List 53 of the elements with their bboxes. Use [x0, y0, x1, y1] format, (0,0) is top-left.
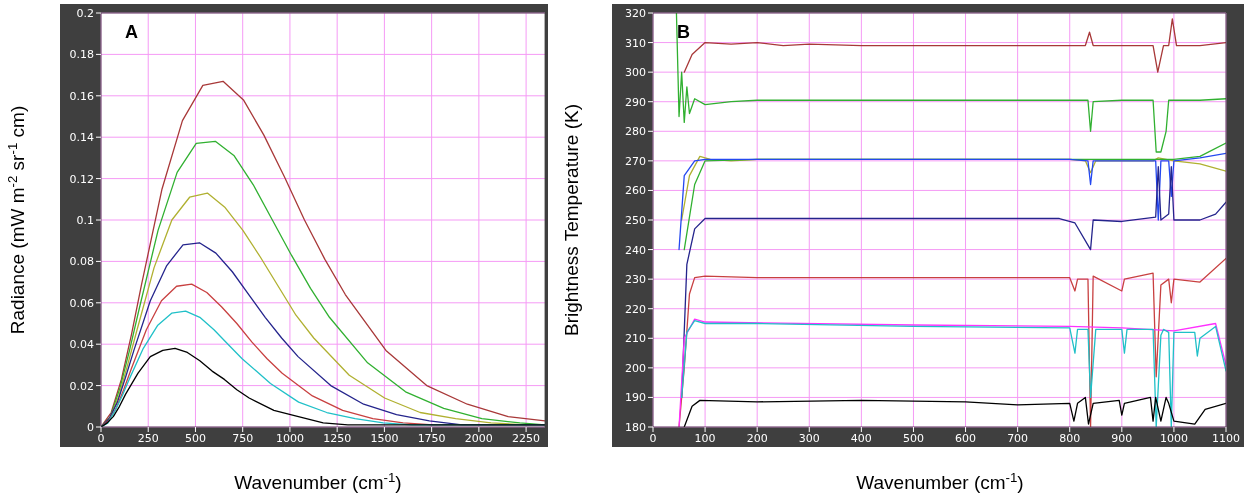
y-tick-label: 190	[625, 391, 646, 405]
y-tick-label: 280	[625, 125, 646, 139]
x-tick-label: 2250	[512, 432, 541, 445]
x-tick-label: 400	[850, 432, 872, 445]
y-tick-label: 250	[625, 214, 646, 227]
x-tick-label: 1000	[1159, 432, 1188, 445]
y-tick-label: 0.14	[69, 131, 94, 145]
y-tick-label: 0.06	[69, 296, 94, 310]
y-tick-label: 290	[625, 95, 646, 109]
x-tick-label: 100	[694, 432, 716, 445]
y-tick-label: 220	[625, 302, 646, 316]
y-axis-title: Brightness Temperature (K)	[561, 104, 582, 336]
y-tick-label: 0.12	[69, 172, 94, 186]
x-tick-label: 200	[746, 432, 768, 445]
x-tick-label: 1750	[417, 432, 446, 445]
x-tick-label: 300	[798, 432, 820, 445]
x-tick-label: 600	[955, 432, 977, 445]
y-tick-label: 270	[625, 154, 646, 168]
x-tick-label: 750	[232, 432, 254, 445]
x-tick-label: 2000	[464, 432, 493, 445]
x-axis-title: Wavenumber (cm$^{-1}$)	[856, 469, 1024, 493]
y-tick-label: 200	[625, 361, 646, 375]
x-tick-label: 1250	[323, 432, 352, 445]
x-tick-label: 700	[1007, 432, 1029, 445]
x-tick-label: 500	[184, 432, 206, 445]
y-tick-label: 300	[625, 66, 646, 80]
y-tick-label: 240	[625, 243, 646, 257]
y-tick-label: 310	[625, 36, 646, 50]
x-tick-label: 0	[649, 432, 657, 445]
y-tick-label: 0	[87, 421, 94, 434]
x-tick-label: 500	[902, 432, 924, 445]
x-tick-label: 1500	[370, 432, 399, 445]
y-tick-label: 0.1	[76, 214, 94, 227]
text: A	[125, 22, 138, 42]
y-tick-label: 320	[625, 7, 646, 20]
y-tick-label: 0.08	[69, 255, 94, 269]
y-tick-label: 0.02	[69, 379, 94, 393]
text: B	[677, 22, 690, 42]
x-tick-label: 900	[1111, 432, 1133, 445]
x-tick-label: 1000	[275, 432, 304, 445]
x-tick-label: 0	[97, 432, 105, 445]
y-tick-label: 0.18	[69, 48, 94, 62]
x-tick-label: 1100	[1212, 432, 1240, 445]
y-tick-label: 230	[625, 273, 646, 287]
x-tick-label: 250	[137, 432, 159, 445]
x-tick-label: 800	[1059, 432, 1081, 445]
y-tick-label: 0.2	[76, 7, 94, 20]
y-tick-label: 210	[625, 332, 646, 346]
y-tick-label: 260	[625, 184, 646, 198]
y-tick-label: 0.16	[69, 89, 94, 103]
x-axis-title: Wavenumber (cm$^{-1}$)	[234, 469, 402, 493]
y-tick-label: 180	[625, 421, 646, 434]
y-tick-label: 0.04	[69, 338, 94, 352]
